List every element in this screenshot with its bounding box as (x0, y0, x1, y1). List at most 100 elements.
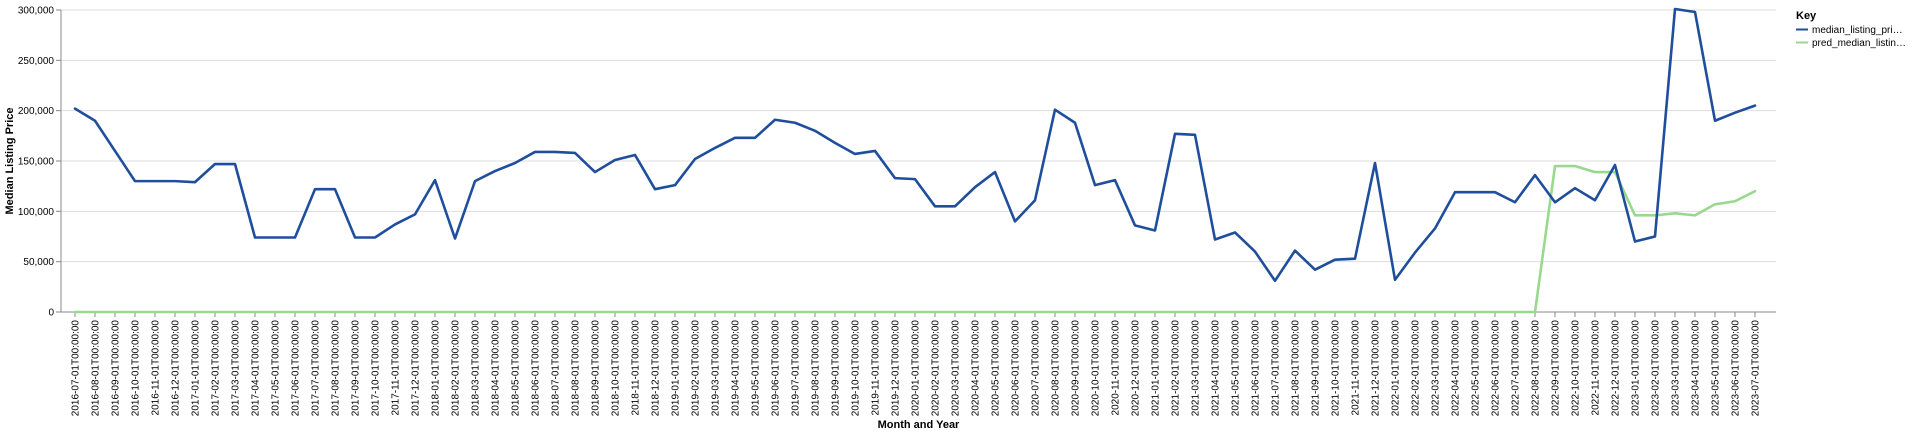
x-tick-label: 2021-04-01T00:00:00 (1211, 320, 1222, 417)
x-tick-label: 2018-11-01T00:00:00 (631, 320, 642, 416)
x-tick-label: 2022-07-01T00:00:00 (1511, 320, 1522, 417)
x-tick-label: 2018-04-01T00:00:00 (491, 320, 502, 417)
x-tick-label: 2016-12-01T00:00:00 (171, 320, 182, 417)
legend: Key median_listing_pri… pred_median_listi… (1796, 10, 1906, 49)
x-tick-label: 2022-10-01T00:00:00 (1571, 320, 1582, 417)
x-tick-label: 2016-11-01T00:00:00 (151, 320, 162, 416)
x-tick-label: 2021-05-01T00:00:00 (1231, 320, 1242, 417)
x-tick-label: 2020-05-01T00:00:00 (991, 320, 1002, 417)
x-tick-label: 2016-09-01T00:00:00 (111, 320, 122, 417)
x-tick-label: 2019-10-01T00:00:00 (851, 320, 862, 417)
x-tick-label: 2018-10-01T00:00:00 (611, 320, 622, 417)
x-tick-label: 2022-02-01T00:00:00 (1411, 320, 1422, 417)
x-tick-label: 2019-08-01T00:00:00 (811, 320, 822, 417)
series-lines (73, 7, 1757, 314)
x-tick-label: 2019-01-01T00:00:00 (671, 320, 682, 417)
x-tick-label: 2018-02-01T00:00:00 (451, 320, 462, 417)
y-tick-label: 200,000 (18, 106, 55, 117)
x-tick-label: 2017-07-01T00:00:00 (311, 320, 322, 417)
x-tick-label: 2020-09-01T00:00:00 (1071, 320, 1082, 417)
x-tick-label: 2020-01-01T00:00:00 (911, 320, 922, 417)
x-tick-label: 2017-12-01T00:00:00 (411, 320, 422, 417)
legend-label: pred_median_listin… (1812, 38, 1906, 49)
y-tick-label: 300,000 (18, 6, 55, 17)
x-tick-label: 2018-06-01T00:00:00 (531, 320, 542, 417)
x-tick-label: 2020-07-01T00:00:00 (1031, 320, 1042, 417)
x-tick-label: 2019-09-01T00:00:00 (831, 320, 842, 417)
x-tick-label: 2021-07-01T00:00:00 (1271, 320, 1282, 417)
x-tick-label: 2023-05-01T00:00:00 (1711, 320, 1722, 417)
y-tick-label: 50,000 (23, 257, 54, 268)
x-tick-label: 2018-08-01T00:00:00 (571, 320, 582, 417)
y-tick-label: 250,000 (18, 56, 55, 67)
x-tick-label: 2023-02-01T00:00:00 (1651, 320, 1662, 417)
x-tick-label: 2022-01-01T00:00:00 (1391, 320, 1402, 417)
x-tick-label: 2019-06-01T00:00:00 (771, 320, 782, 417)
x-tick-label: 2022-11-01T00:00:00 (1591, 320, 1602, 416)
x-tick-label: 2021-06-01T00:00:00 (1251, 320, 1262, 417)
x-tick-label: 2017-04-01T00:00:00 (251, 320, 262, 417)
y-tick-label: 150,000 (18, 157, 55, 168)
x-tick-label: 2018-09-01T00:00:00 (591, 320, 602, 417)
x-tick-label: 2020-10-01T00:00:00 (1091, 320, 1102, 417)
x-tick-label: 2018-03-01T00:00:00 (471, 320, 482, 417)
x-tick-label: 2019-11-01T00:00:00 (871, 320, 882, 416)
x-tick-label: 2021-10-01T00:00:00 (1331, 320, 1342, 417)
x-tick-label: 2019-04-01T00:00:00 (731, 320, 742, 417)
x-tick-label: 2020-04-01T00:00:00 (971, 320, 982, 417)
x-tick-label: 2017-03-01T00:00:00 (231, 320, 242, 417)
x-tick-label: 2020-06-01T00:00:00 (1011, 320, 1022, 417)
y-tick-label: 0 (48, 308, 54, 319)
x-axis-title: Month and Year (878, 419, 960, 431)
x-tick-label: 2016-10-01T00:00:00 (131, 320, 142, 417)
x-tick-label: 2021-11-01T00:00:00 (1351, 320, 1362, 416)
x-tick-label: 2017-01-01T00:00:00 (191, 320, 202, 417)
x-axis: 2016-07-01T00:00:00 2016-08-01T00:00:00 20… (61, 311, 1776, 417)
x-tick-label: 2022-08-01T00:00:00 (1531, 320, 1542, 417)
x-tick-label: 2022-06-01T00:00:00 (1491, 320, 1502, 417)
x-tick-label: 2021-09-01T00:00:00 (1311, 320, 1322, 417)
x-tick-label: 2018-07-01T00:00:00 (551, 320, 562, 417)
x-tick-label: 2022-04-01T00:00:00 (1451, 320, 1462, 417)
x-tick-label: 2021-08-01T00:00:00 (1291, 320, 1302, 417)
x-tick-label: 2020-03-01T00:00:00 (951, 320, 962, 417)
x-tick-label: 2021-02-01T00:00:00 (1171, 320, 1182, 417)
x-tick-label: 2017-05-01T00:00:00 (271, 320, 282, 417)
y-axis-title: Median Listing Price (4, 108, 16, 215)
legend-label: median_listing_pri… (1812, 25, 1903, 36)
x-tick-label: 2022-12-01T00:00:00 (1611, 320, 1622, 417)
x-tick-label: 2023-07-01T00:00:00 (1751, 320, 1762, 417)
x-tick-label: 2017-08-01T00:00:00 (331, 320, 342, 417)
x-tick-label: 2019-12-01T00:00:00 (891, 320, 902, 417)
legend-title: Key (1796, 10, 1817, 22)
x-tick-label: 2018-12-01T00:00:00 (651, 320, 662, 417)
x-tick-label: 2017-11-01T00:00:00 (391, 320, 402, 416)
x-tick-label: 2016-08-01T00:00:00 (91, 320, 102, 417)
x-tick-label: 2018-05-01T00:00:00 (511, 320, 522, 417)
x-tick-label: 2021-03-01T00:00:00 (1191, 320, 1202, 417)
gridlines (61, 9, 1776, 263)
x-tick-label: 2020-08-01T00:00:00 (1051, 320, 1062, 417)
x-tick-label: 2023-01-01T00:00:00 (1631, 320, 1642, 417)
x-tick-label: 2020-12-01T00:00:00 (1131, 320, 1142, 417)
x-tick-label: 2017-02-01T00:00:00 (211, 320, 222, 417)
x-tick-label: 2019-03-01T00:00:00 (711, 320, 722, 417)
x-tick-label: 2019-05-01T00:00:00 (751, 320, 762, 417)
x-tick-label: 2020-11-01T00:00:00 (1111, 320, 1122, 416)
x-tick-label: 2018-01-01T00:00:00 (431, 320, 442, 417)
x-tick-label: 2021-12-01T00:00:00 (1371, 320, 1382, 417)
x-tick-label: 2022-05-01T00:00:00 (1471, 320, 1482, 417)
y-axis: 0 50,000 100,000 150,000 200,000 250,000 300,0… (18, 6, 62, 319)
x-tick-label: 2022-03-01T00:00:00 (1431, 320, 1442, 417)
x-tick-label: 2019-07-01T00:00:00 (791, 320, 802, 417)
series-line (73, 164, 1757, 314)
x-tick-label: 2016-07-01T00:00:00 (71, 320, 82, 417)
x-tick-label: 2017-09-01T00:00:00 (351, 320, 362, 417)
series-line (73, 7, 1757, 283)
x-tick-label: 2019-02-01T00:00:00 (691, 320, 702, 417)
x-tick-label: 2022-09-01T00:00:00 (1551, 320, 1562, 417)
x-tick-label: 2023-03-01T00:00:00 (1671, 320, 1682, 417)
x-tick-label: 2023-06-01T00:00:00 (1731, 320, 1742, 417)
x-tick-label: 2023-04-01T00:00:00 (1691, 320, 1702, 417)
